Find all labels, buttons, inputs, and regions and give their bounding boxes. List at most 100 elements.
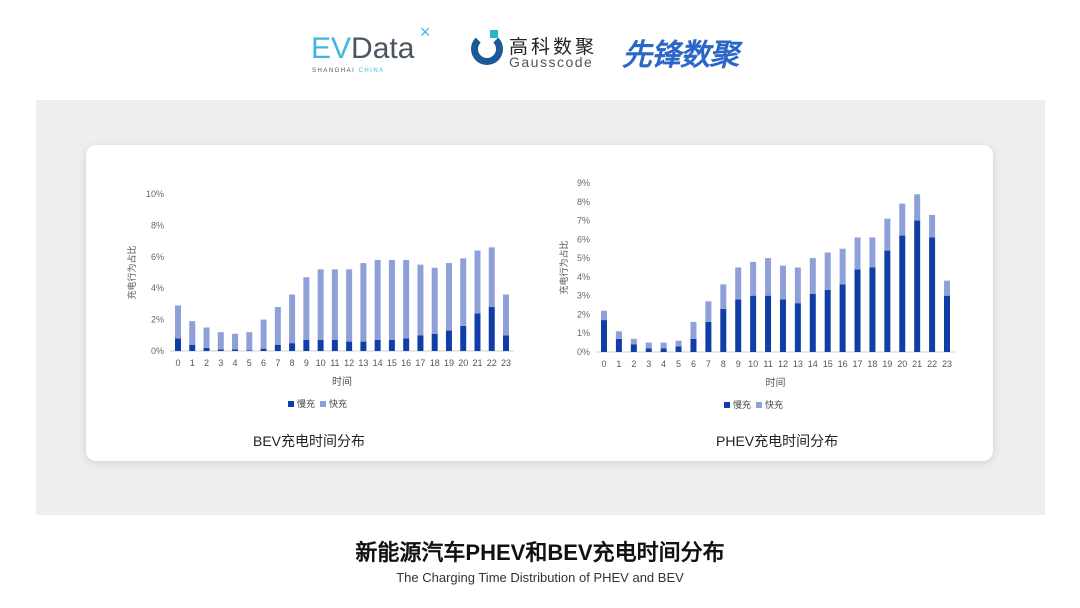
page-title: 新能源汽车PHEV和BEV充电时间分布 — [355, 540, 725, 565]
phev-bar-fast — [735, 267, 742, 300]
phev-x-tick: 12 — [778, 359, 788, 369]
phev-bar-slow — [765, 295, 772, 352]
logo-bar: EVData × SHANGHAI CHINA 高科数聚 Gausscode 先锋… — [0, 22, 1080, 76]
bev-y-tick: 0% — [151, 346, 164, 356]
evdata-logo: EVData × — [311, 22, 431, 65]
bev-bar-fast — [274, 307, 281, 345]
phev-y-tick: 1% — [577, 328, 590, 338]
phev-x-tick: 15 — [823, 359, 833, 369]
phev-x-tick: 6 — [691, 359, 696, 369]
bev-bar-fast — [189, 321, 196, 345]
phev-bar-fast — [630, 338, 637, 345]
phev-x-tick: 4 — [661, 359, 666, 369]
phev-bar-fast — [765, 258, 772, 296]
bev-bar-slow — [289, 343, 296, 351]
phev-bar-fast — [839, 248, 846, 285]
phev-y-tick: 8% — [577, 197, 590, 207]
phev-bar-fast — [705, 301, 712, 322]
bev-bar-fast — [503, 294, 509, 336]
bev-x-tick: 21 — [472, 358, 482, 368]
gausscode-logo-square — [490, 30, 498, 38]
bev-bar-slow — [317, 340, 324, 351]
phev-y-tick: 9% — [577, 178, 590, 188]
phev-bar-fast — [660, 342, 667, 349]
bev-bar-fast — [203, 327, 210, 348]
phev-bar-fast — [944, 280, 950, 296]
bev-bar-slow — [503, 335, 509, 351]
phev-x-tick: 20 — [897, 359, 907, 369]
page-subtitle: The Charging Time Distribution of PHEV a… — [396, 570, 684, 585]
bev-bar-slow — [246, 350, 253, 351]
phev-y-tick: 2% — [577, 309, 590, 319]
phev-bar-fast — [779, 265, 786, 300]
bev-bar-fast — [346, 269, 353, 342]
bev-bar-fast — [260, 319, 267, 349]
phev-x-tick: 22 — [927, 359, 937, 369]
bev-y-tick: 10% — [146, 189, 164, 199]
phev-x-tick: 18 — [867, 359, 877, 369]
bev-x-tick: 14 — [373, 358, 383, 368]
bev-x-tick: 12 — [344, 358, 354, 368]
phev-x-tick: 1 — [616, 359, 621, 369]
phev-x-tick: 3 — [646, 359, 651, 369]
bev-bar-fast — [317, 269, 324, 341]
bev-y-label: 充电行为占比 — [126, 245, 137, 299]
phev-bar-fast — [929, 214, 936, 238]
phev-bar-slow — [854, 269, 861, 352]
bev-bar-fast — [289, 294, 296, 344]
bev-x-label: 时间 — [332, 375, 352, 388]
phev-x-tick: 14 — [808, 359, 818, 369]
bev-bar-fast — [488, 247, 495, 308]
bev-bar-slow — [232, 349, 239, 351]
phev-bar-fast — [615, 331, 622, 339]
bev-x-tick: 6 — [261, 358, 266, 368]
phev-bar-slow — [914, 220, 921, 352]
phev-bar-fast — [675, 340, 682, 347]
phev-legend-swatch — [724, 402, 730, 408]
gausscode-logo-cn: 高科数聚 — [509, 37, 598, 58]
bev-x-tick: 3 — [218, 358, 223, 368]
phev-bar-slow — [750, 295, 757, 352]
phev-bar-fast — [720, 284, 727, 309]
bev-bar-slow — [460, 325, 467, 351]
xianfeng-logo: 先锋数聚 — [622, 39, 739, 72]
phev-x-tick: 2 — [631, 359, 636, 369]
bev-bar-slow — [260, 348, 267, 351]
bev-legend-swatch — [288, 401, 294, 407]
bev-bar-fast — [474, 250, 481, 314]
phev-x-tick: 17 — [853, 359, 863, 369]
bev-x-tick: 19 — [444, 358, 454, 368]
phev-x-tick: 19 — [882, 359, 892, 369]
bev-x-tick: 15 — [387, 358, 397, 368]
bev-bar-fast — [460, 258, 467, 326]
phev-x-tick: 16 — [838, 359, 848, 369]
bev-x-tick: 17 — [415, 358, 425, 368]
bev-bar-fast — [417, 264, 424, 336]
phev-y-tick: 3% — [577, 291, 590, 301]
bev-bar-fast — [445, 263, 452, 331]
bev-bar-slow — [403, 338, 410, 351]
phev-bar-slow — [794, 303, 801, 352]
bev-bar-slow — [217, 349, 224, 351]
phev-x-tick: 23 — [942, 359, 952, 369]
phev-bar-slow — [779, 299, 786, 352]
phev-bar-fast — [750, 261, 757, 296]
bev-bar-slow — [445, 330, 452, 351]
bev-bar-fast — [175, 305, 181, 339]
bev-bar-slow — [474, 313, 481, 351]
bev-x-tick: 23 — [501, 358, 511, 368]
phev-bar-slow — [660, 348, 667, 352]
bev-y-tick: 8% — [151, 220, 164, 230]
phev-bar-fast — [914, 194, 921, 221]
gausscode-logo-en: Gausscode — [509, 54, 594, 70]
phev-bar-slow — [735, 299, 742, 352]
phev-bar-slow — [899, 235, 906, 352]
phev-x-label: 时间 — [766, 376, 786, 389]
bev-bar-fast — [232, 333, 239, 350]
bev-bar-slow — [431, 333, 438, 351]
bev-bar-slow — [360, 341, 367, 351]
phev-bar-slow — [839, 284, 846, 352]
phev-x-tick: 8 — [721, 359, 726, 369]
phev-bar-fast — [690, 321, 697, 339]
phev-bar-slow — [824, 290, 831, 352]
